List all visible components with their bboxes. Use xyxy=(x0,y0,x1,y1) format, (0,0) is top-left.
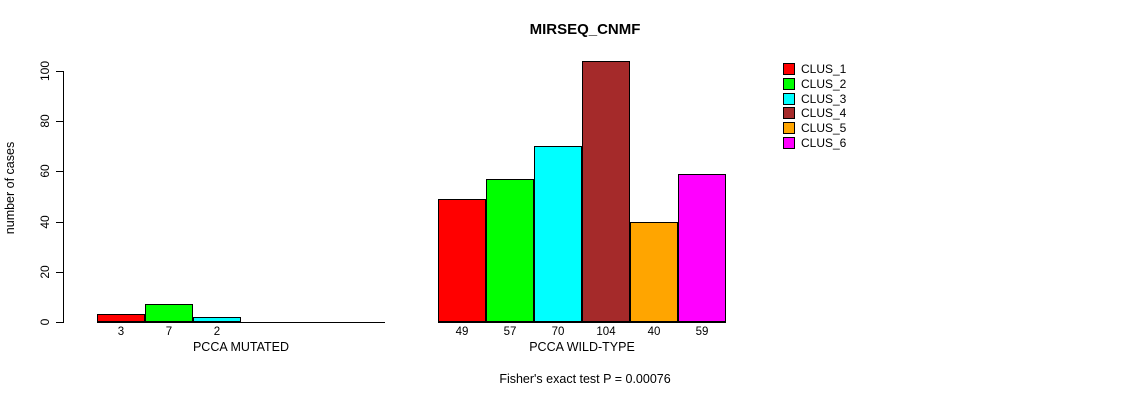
group-label: PCCA WILD-TYPE xyxy=(529,340,635,354)
legend-label: CLUS_5 xyxy=(801,121,847,136)
y-tick-mark xyxy=(56,171,63,173)
legend-row: CLUS_5 xyxy=(783,121,846,136)
legend-swatch-clus_2 xyxy=(783,78,795,91)
bar-clus_3 xyxy=(534,146,582,322)
legend-label: CLUS_2 xyxy=(801,77,847,92)
y-tick-mark xyxy=(56,271,63,273)
bar-value-label: 2 xyxy=(213,326,221,338)
baseline xyxy=(438,322,726,323)
legend-swatch-clus_5 xyxy=(783,122,795,135)
bar-value-label: 57 xyxy=(503,326,517,338)
bar-clus_2 xyxy=(486,178,534,322)
group-label: PCCA MUTATED xyxy=(192,340,290,354)
annotation-text: Fisher's exact test P = 0.00076 xyxy=(499,372,671,386)
baseline xyxy=(97,322,385,323)
y-tick-label: 40 xyxy=(38,214,52,229)
bar-value-label: 104 xyxy=(596,326,616,338)
legend: CLUS_1 CLUS_2 CLUS_3 CLUS_4 CLUS_5 CLUS_6 xyxy=(783,62,846,150)
bar-value-label: 3 xyxy=(117,326,125,338)
legend-swatch-clus_6 xyxy=(783,136,795,149)
y-tick-mark xyxy=(56,221,63,223)
bar-value-label: 7 xyxy=(165,326,173,338)
bar-clus_5 xyxy=(630,221,678,322)
legend-swatch-clus_4 xyxy=(783,107,795,120)
bar-clus_1 xyxy=(438,199,486,322)
legend-label: CLUS_3 xyxy=(801,91,847,106)
legend-swatch-clus_3 xyxy=(783,92,795,105)
legend-swatch-clus_1 xyxy=(783,63,795,76)
bar-clus_6 xyxy=(678,173,726,322)
legend-label: CLUS_1 xyxy=(801,62,847,77)
y-tick-label: 0 xyxy=(38,318,52,326)
legend-row: CLUS_4 xyxy=(783,106,846,121)
bar-value-label: 40 xyxy=(647,326,661,338)
bar-clus_4 xyxy=(582,60,630,322)
y-axis-line xyxy=(63,71,64,323)
legend-label: CLUS_4 xyxy=(801,106,847,121)
y-tick-label: 100 xyxy=(38,60,52,82)
bar-value-label: 59 xyxy=(695,326,709,338)
y-tick-mark xyxy=(56,71,63,72)
y-axis-label: number of cases xyxy=(3,141,17,235)
legend-row: CLUS_2 xyxy=(783,77,846,92)
legend-label: CLUS_6 xyxy=(801,135,847,150)
y-tick-label: 20 xyxy=(38,265,52,279)
chart-title: MIRSEQ_CNMF xyxy=(529,21,641,38)
bar-value-label: 70 xyxy=(551,326,565,338)
bar-clus_1 xyxy=(97,314,145,322)
y-tick-mark xyxy=(56,121,63,123)
y-tick-mark xyxy=(56,322,63,323)
bar-clus_2 xyxy=(145,304,193,322)
legend-row: CLUS_3 xyxy=(783,91,846,106)
legend-row: CLUS_6 xyxy=(783,135,846,150)
y-tick-label: 80 xyxy=(38,114,52,128)
legend-row: CLUS_1 xyxy=(783,62,846,77)
y-tick-label: 60 xyxy=(38,164,52,179)
bar-value-label: 49 xyxy=(455,326,469,338)
bar-clus_3 xyxy=(193,316,241,322)
